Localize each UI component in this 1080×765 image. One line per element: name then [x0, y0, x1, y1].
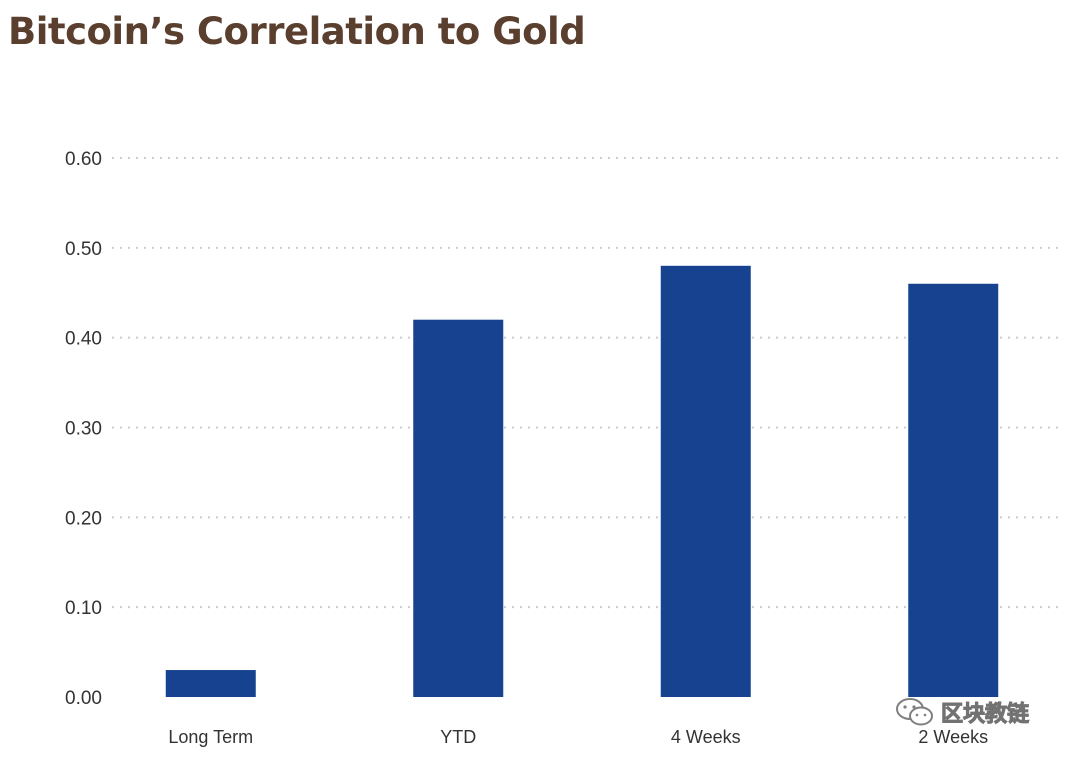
y-tick-label: 0.60: [65, 149, 102, 170]
bar-2-weeks: [908, 283, 999, 697]
y-tick-label: 0.10: [65, 598, 102, 619]
watermark-text: 区块教链: [940, 702, 1030, 728]
x-tick-label: 2 Weeks: [918, 727, 988, 747]
y-tick-label: 0.40: [65, 329, 102, 350]
bar-4-weeks: [660, 265, 751, 697]
x-axis-labels: Long Term YTD 4 Weeks 2 Weeks: [168, 727, 988, 747]
wechat-icon: [896, 698, 933, 726]
x-tick-label: YTD: [440, 727, 476, 747]
y-tick-label: 0.20: [65, 508, 102, 529]
x-tick-label: 4 Weeks: [671, 727, 741, 747]
chart-title: Bitcoin’s Correlation to Gold: [8, 10, 586, 53]
x-tick-label: Long Term: [168, 727, 253, 747]
y-axis-ticks: 0.00 0.10 0.20 0.30 0.40 0.50 0.60: [65, 149, 102, 709]
y-tick-label: 0.50: [65, 239, 102, 260]
bars: [165, 265, 999, 697]
bar-long-term: [165, 670, 256, 697]
y-tick-label: 0.00: [65, 688, 102, 709]
bar-ytd: [413, 319, 504, 697]
y-tick-label: 0.30: [65, 419, 102, 440]
watermark: 区块教链: [895, 690, 1055, 734]
